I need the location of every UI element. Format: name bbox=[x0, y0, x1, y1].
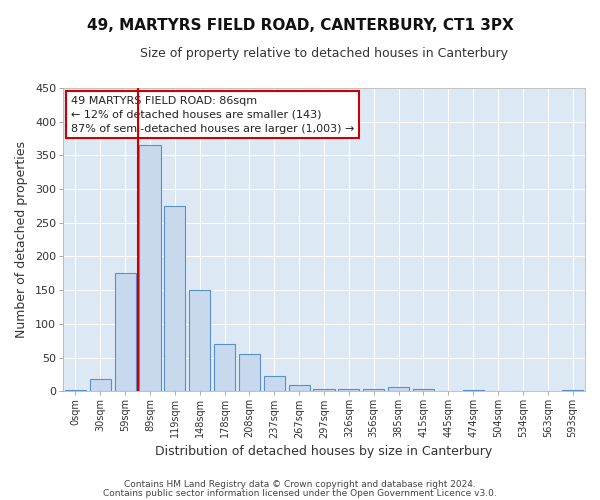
Text: 49, MARTYRS FIELD ROAD, CANTERBURY, CT1 3PX: 49, MARTYRS FIELD ROAD, CANTERBURY, CT1 … bbox=[86, 18, 514, 32]
Text: Contains HM Land Registry data © Crown copyright and database right 2024.: Contains HM Land Registry data © Crown c… bbox=[124, 480, 476, 489]
Bar bbox=[65, 390, 86, 391]
Bar bbox=[115, 274, 136, 391]
Bar bbox=[214, 344, 235, 391]
Bar bbox=[562, 390, 583, 391]
Bar bbox=[139, 146, 161, 391]
Bar bbox=[90, 379, 111, 391]
Bar bbox=[189, 290, 210, 391]
Bar bbox=[289, 385, 310, 391]
Bar bbox=[239, 354, 260, 391]
Bar bbox=[313, 389, 335, 391]
Bar bbox=[164, 206, 185, 391]
Y-axis label: Number of detached properties: Number of detached properties bbox=[15, 141, 28, 338]
Bar bbox=[264, 376, 285, 391]
Bar bbox=[388, 386, 409, 391]
Bar bbox=[413, 389, 434, 391]
Bar bbox=[463, 390, 484, 391]
X-axis label: Distribution of detached houses by size in Canterbury: Distribution of detached houses by size … bbox=[155, 444, 493, 458]
Text: Contains public sector information licensed under the Open Government Licence v3: Contains public sector information licen… bbox=[103, 488, 497, 498]
Title: Size of property relative to detached houses in Canterbury: Size of property relative to detached ho… bbox=[140, 48, 508, 60]
Bar bbox=[338, 389, 359, 391]
Text: 49 MARTYRS FIELD ROAD: 86sqm
← 12% of detached houses are smaller (143)
87% of s: 49 MARTYRS FIELD ROAD: 86sqm ← 12% of de… bbox=[71, 96, 354, 134]
Bar bbox=[363, 389, 384, 391]
